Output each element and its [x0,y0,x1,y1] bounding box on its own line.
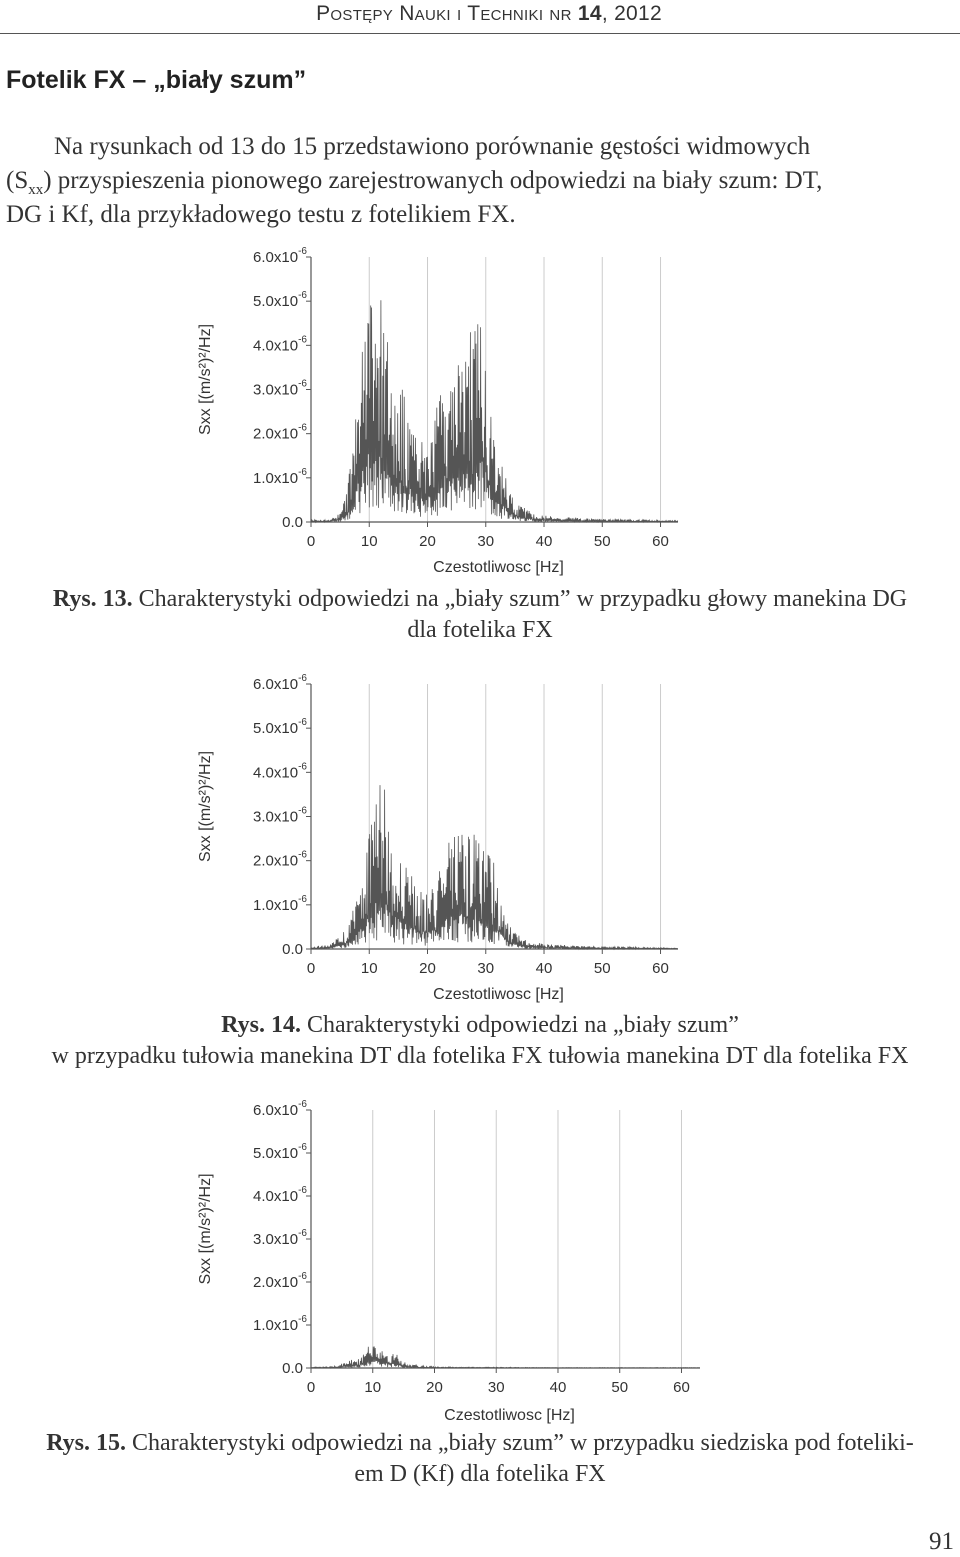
x-tick-label: 60 [652,533,669,550]
caption-15-label: Rys. 15. [46,1430,127,1456]
y-tick-label: 1.0x10-6 [253,1314,307,1334]
y-tick-label: 2.0x10-6 [253,1271,307,1291]
x-tick-label: 20 [419,533,436,550]
y-tick-label: 0.0 [282,941,303,958]
x-tick-label: 10 [361,960,378,977]
x-tick-label: 10 [364,1379,381,1396]
caption-13-line-1: Rys. 13. Charakterystyki odpowiedzi na „… [0,584,960,615]
page-number: 91 [929,1528,954,1555]
y-tick-label: 5.0x10-6 [253,290,307,310]
intro-line-1: Na rysunkach od 13 do 15 przedstawiono p… [54,133,811,160]
journal-issue: 14 [577,2,602,25]
chart-15: 0.0 1.0x10-6 2.0x10-6 3.0x10-6 4.0x10-6 5.0x1… [197,1099,700,1424]
y-axis-title: Sxx [(m/s²)²/Hz] [197,751,214,862]
intro-line-2: (Sxx) przyspieszenia pionowego zarejestr… [6,164,958,198]
y-tick-label: 6.0x10-6 [253,1099,307,1119]
y-tick-label: 3.0x10-6 [253,1228,307,1248]
x-tick-label: 50 [611,1379,628,1396]
section-title: Fotelik FX – „biały szum” [6,66,307,94]
caption-15-text: Charakterystyki odpowiedzi na „biały szu… [126,1430,914,1456]
y-axis-title: Sxx [(m/s²)²/Hz] [197,1173,214,1284]
caption-14-line-2: w przypadku tułowia manekina DT dla fote… [51,1043,909,1069]
caption-14-line-1: Rys. 14. Charakterystyki odpowiedzi na „… [0,1010,960,1041]
caption-15: Rys. 15. Charakterystyki odpowiedzi na „… [0,1428,960,1490]
x-tick-label: 50 [594,960,611,977]
y-tick-label: 6.0x10-6 [253,246,307,266]
y-tick-label: 5.0x10-6 [253,1142,307,1162]
intro-line-2-post: ) przyspieszenia pionowego zarejestrowan… [43,167,823,194]
caption-13-text: Charakterystyki odpowiedzi na „biały szu… [132,586,908,612]
y-tick-label: 0.0 [282,514,303,531]
spectrum-trace [311,1346,700,1370]
intro-line-3: DG i Kf, dla przykładowego testu z fotel… [6,201,516,228]
y-axis-title: Sxx [(m/s²)²/Hz] [197,324,214,435]
figure-15: 0.0 1.0x10-6 2.0x10-6 3.0x10-6 4.0x10-6 5.0x1… [0,1088,960,1428]
y-tick-label: 1.0x10-6 [253,894,307,914]
caption-13-line-2: dla fotelika FX [407,617,553,643]
header-rule [0,33,960,34]
caption-14-text: Charakterystyki odpowiedzi na „biały szu… [300,1012,739,1038]
journal-name: Postępy Nauki i Techniki nr [316,2,572,25]
caption-13: Rys. 13. Charakterystyki odpowiedzi na „… [0,584,960,646]
chart-14: 0.0 1.0x10-6 2.0x10-6 3.0x10-6 4.0x10-6 5.0x1… [197,673,678,1003]
x-tick-label: 40 [536,960,553,977]
x-tick-label: 0 [307,1379,315,1396]
x-tick-label: 30 [488,1379,505,1396]
figure-14: 0.0 1.0x10-6 2.0x10-6 3.0x10-6 4.0x10-6 5.0x1… [0,662,960,1003]
x-axis-title: Czestotliwosc [Hz] [433,559,564,576]
y-tick-label: 0.0 [282,1360,303,1377]
caption-15-line-2: em D (Kf) dla fotelika FX [354,1461,606,1487]
x-tick-label: 20 [419,960,436,977]
journal-year: , 2012 [601,2,662,25]
intro-line-2-pre: (S [6,167,29,194]
caption-13-label: Rys. 13. [52,586,133,612]
y-tick-label: 1.0x10-6 [253,467,307,487]
x-tick-label: 30 [477,533,494,550]
caption-15-line-1: Rys. 15. Charakterystyki odpowiedzi na „… [0,1428,960,1459]
x-tick-label: 40 [536,533,553,550]
y-tick-label: 3.0x10-6 [253,806,307,826]
x-axis-title: Czestotliwosc [Hz] [433,986,564,1003]
y-tick-label: 3.0x10-6 [253,379,307,399]
x-tick-label: 50 [594,533,611,550]
x-tick-label: 60 [673,1379,690,1396]
journal-header: Postępy Nauki i Techniki nr 14, 2012 [316,2,662,26]
x-axis-title: Czestotliwosc [Hz] [444,1407,575,1424]
x-tick-label: 40 [550,1379,567,1396]
y-tick-label: 2.0x10-6 [253,423,307,443]
figure-13: 0.0 1.0x10-6 2.0x10-6 3.0x10-6 4.0x10-6 5.0x1… [0,240,960,576]
caption-14: Rys. 14. Charakterystyki odpowiedzi na „… [0,1010,960,1072]
y-tick-label: 6.0x10-6 [253,673,307,693]
y-tick-label: 5.0x10-6 [253,717,307,737]
intro-paragraph: Na rysunkach od 13 do 15 przedstawiono p… [6,130,958,232]
x-tick-label: 10 [361,533,378,550]
intro-line-2-sub: xx [28,182,44,198]
y-tick-label: 4.0x10-6 [253,334,307,354]
spectrum-trace [310,300,679,524]
y-tick-label: 4.0x10-6 [253,761,307,781]
x-tick-label: 60 [652,960,669,977]
x-tick-label: 20 [426,1379,443,1396]
spectrum-trace [310,785,678,951]
x-tick-label: 0 [307,960,315,977]
x-tick-label: 30 [477,960,494,977]
y-tick-label: 4.0x10-6 [253,1185,307,1205]
chart-13: 0.0 1.0x10-6 2.0x10-6 3.0x10-6 4.0x10-6 5.0x1… [197,246,679,576]
y-tick-label: 2.0x10-6 [253,850,307,870]
caption-14-label: Rys. 14. [221,1012,301,1038]
x-tick-label: 0 [307,533,315,550]
